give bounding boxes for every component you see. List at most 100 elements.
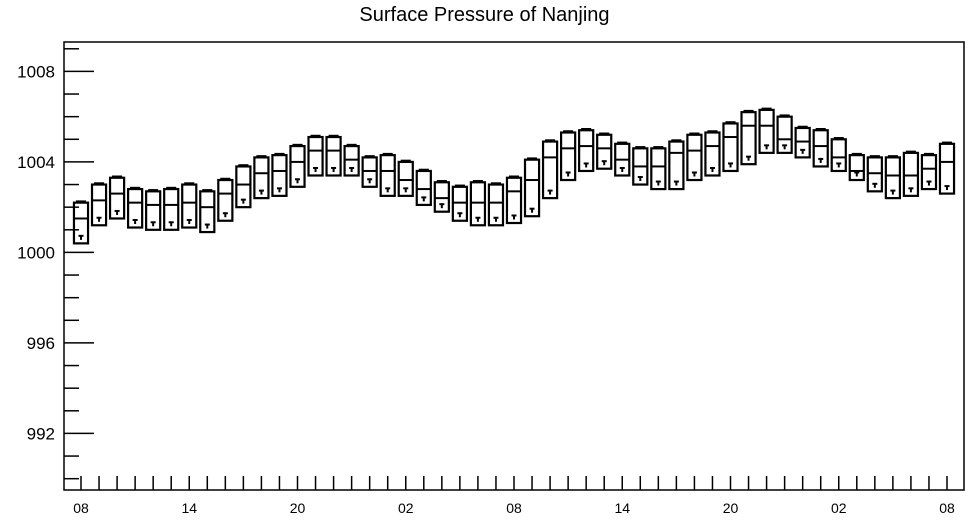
- box-14: [325, 134, 342, 177]
- box-32: [650, 146, 667, 191]
- box-body: [559, 131, 577, 182]
- box-body: [217, 178, 234, 222]
- box-body: [884, 156, 902, 200]
- box-9: [235, 164, 252, 209]
- box-body: [181, 183, 198, 229]
- box-23: [487, 182, 505, 227]
- box-body: [72, 201, 90, 245]
- y-tick-label: 992: [27, 424, 55, 443]
- box-34: [686, 132, 703, 182]
- box-body: [758, 108, 775, 154]
- box-13: [307, 134, 324, 177]
- box-body: [578, 129, 595, 173]
- x-tick-label: 08: [939, 500, 955, 516]
- box-body: [650, 147, 667, 191]
- box-body: [90, 183, 108, 227]
- box-18: [397, 159, 414, 197]
- y-axis: 992 996 1000 1004 1008: [17, 48, 94, 480]
- x-axis: 08 14 20 02 08 14 20 02 08: [73, 476, 955, 516]
- box-body: [812, 129, 829, 168]
- box-31: [632, 146, 649, 186]
- box-body: [235, 165, 252, 209]
- box-body: [686, 133, 703, 182]
- x-tick-label: 14: [614, 500, 630, 516]
- plot-frame: [63, 41, 965, 491]
- box-27: [559, 130, 577, 182]
- box-body: [704, 131, 721, 177]
- box-body: [740, 111, 757, 166]
- y-tick-label: 1004: [17, 153, 55, 172]
- x-tick-label: 08: [73, 500, 89, 516]
- box-47: [920, 152, 938, 191]
- box-body: [722, 122, 739, 173]
- box-body: [289, 144, 306, 188]
- chart-title: Surface Pressure of Nanjing: [359, 4, 610, 26]
- box-series: [72, 107, 956, 245]
- box-45: [884, 155, 902, 200]
- box-body: [776, 115, 793, 154]
- x-tick-label: 02: [831, 500, 847, 516]
- box-body: [397, 160, 414, 197]
- box-37: [740, 109, 757, 166]
- box-1: [90, 182, 108, 227]
- box-body: [451, 185, 469, 222]
- box-44: [866, 155, 883, 193]
- box-body: [163, 187, 180, 231]
- box-body: [541, 140, 559, 200]
- box-body: [253, 156, 270, 200]
- x-tick-label: 20: [723, 500, 739, 516]
- box-5: [163, 186, 180, 231]
- box-body: [415, 169, 432, 207]
- box-16: [361, 155, 378, 188]
- x-tick-label: 20: [290, 500, 306, 516]
- box-22: [469, 180, 487, 227]
- box-body: [433, 181, 450, 213]
- box-body: [920, 154, 938, 191]
- box-body: [505, 176, 523, 225]
- box-10: [253, 155, 270, 200]
- box-11: [271, 152, 288, 197]
- box-33: [668, 139, 685, 191]
- box-20: [433, 180, 450, 213]
- box-38: [758, 107, 775, 154]
- box-40: [794, 125, 811, 159]
- box-body: [902, 151, 920, 197]
- box-19: [415, 168, 432, 207]
- box-2: [108, 175, 126, 220]
- box-body: [145, 190, 162, 231]
- box-24: [505, 175, 523, 225]
- box-body: [271, 154, 288, 197]
- box-body: [596, 133, 613, 170]
- box-body: [848, 154, 865, 182]
- box-35: [704, 130, 721, 177]
- box-25: [523, 157, 541, 218]
- box-28: [578, 127, 595, 173]
- y-tick-label: 1000: [17, 243, 55, 262]
- x-tick-label: 14: [181, 500, 197, 516]
- box-body: [830, 138, 847, 173]
- box-48: [938, 141, 956, 195]
- x-tick-label: 08: [506, 500, 522, 516]
- y-tick-label: 1008: [17, 62, 55, 81]
- box-15: [343, 143, 360, 177]
- box-body: [325, 135, 342, 177]
- box-39: [776, 114, 793, 154]
- box-body: [938, 142, 956, 195]
- box-0: [72, 200, 90, 245]
- box-43: [848, 152, 865, 182]
- box-body: [794, 126, 811, 159]
- box-body: [126, 187, 144, 229]
- box-26: [541, 139, 559, 200]
- box-42: [830, 137, 847, 173]
- box-body: [523, 158, 541, 218]
- box-6: [181, 182, 198, 229]
- y-tick-label: 996: [27, 334, 55, 353]
- box-body: [307, 135, 324, 177]
- box-body: [199, 190, 216, 234]
- box-body: [108, 176, 126, 220]
- box-body: [866, 156, 883, 193]
- box-body: [668, 140, 685, 191]
- box-4: [145, 189, 162, 231]
- box-29: [596, 132, 613, 170]
